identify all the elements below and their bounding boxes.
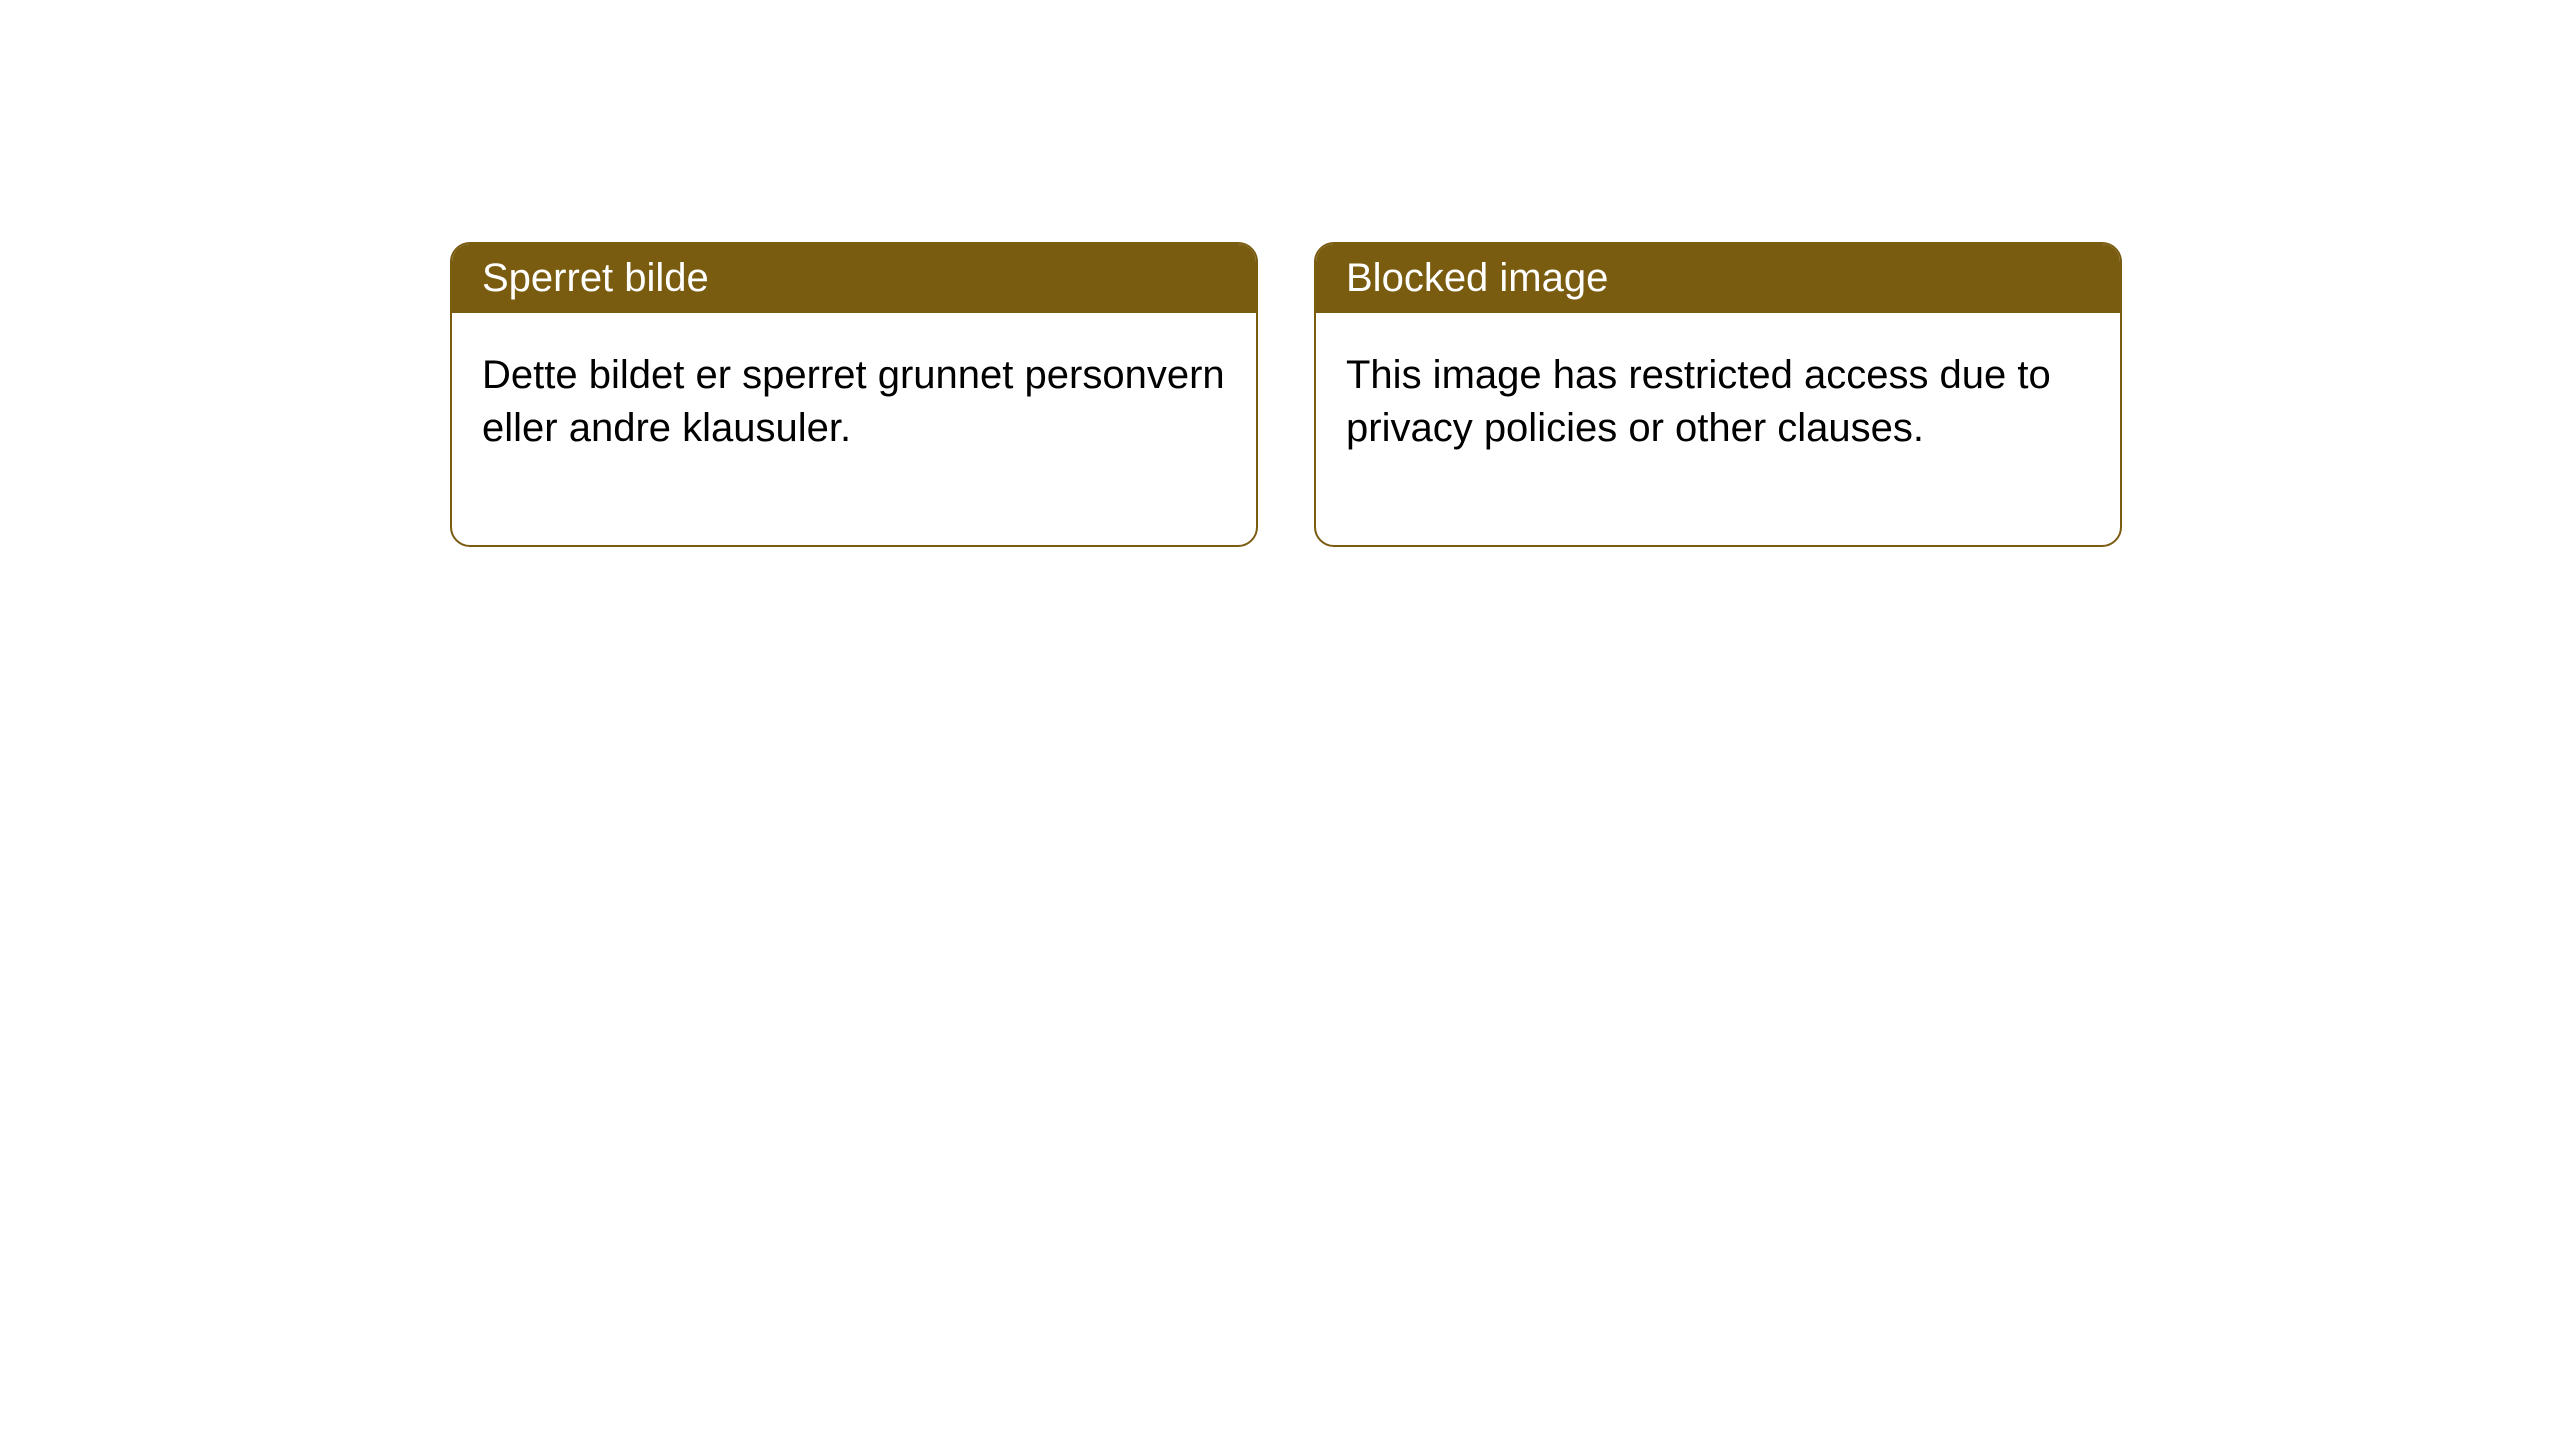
notice-body: This image has restricted access due to … (1316, 313, 2120, 545)
notice-card-norwegian: Sperret bilde Dette bildet er sperret gr… (450, 242, 1258, 547)
notice-card-english: Blocked image This image has restricted … (1314, 242, 2122, 547)
notice-body-text: This image has restricted access due to … (1346, 353, 2051, 450)
notice-header: Sperret bilde (452, 244, 1256, 313)
notice-body: Dette bildet er sperret grunnet personve… (452, 313, 1256, 545)
notice-body-text: Dette bildet er sperret grunnet personve… (482, 353, 1225, 450)
notice-title: Sperret bilde (482, 256, 709, 300)
notice-container: Sperret bilde Dette bildet er sperret gr… (450, 242, 2122, 547)
notice-header: Blocked image (1316, 244, 2120, 313)
notice-title: Blocked image (1346, 256, 1608, 300)
